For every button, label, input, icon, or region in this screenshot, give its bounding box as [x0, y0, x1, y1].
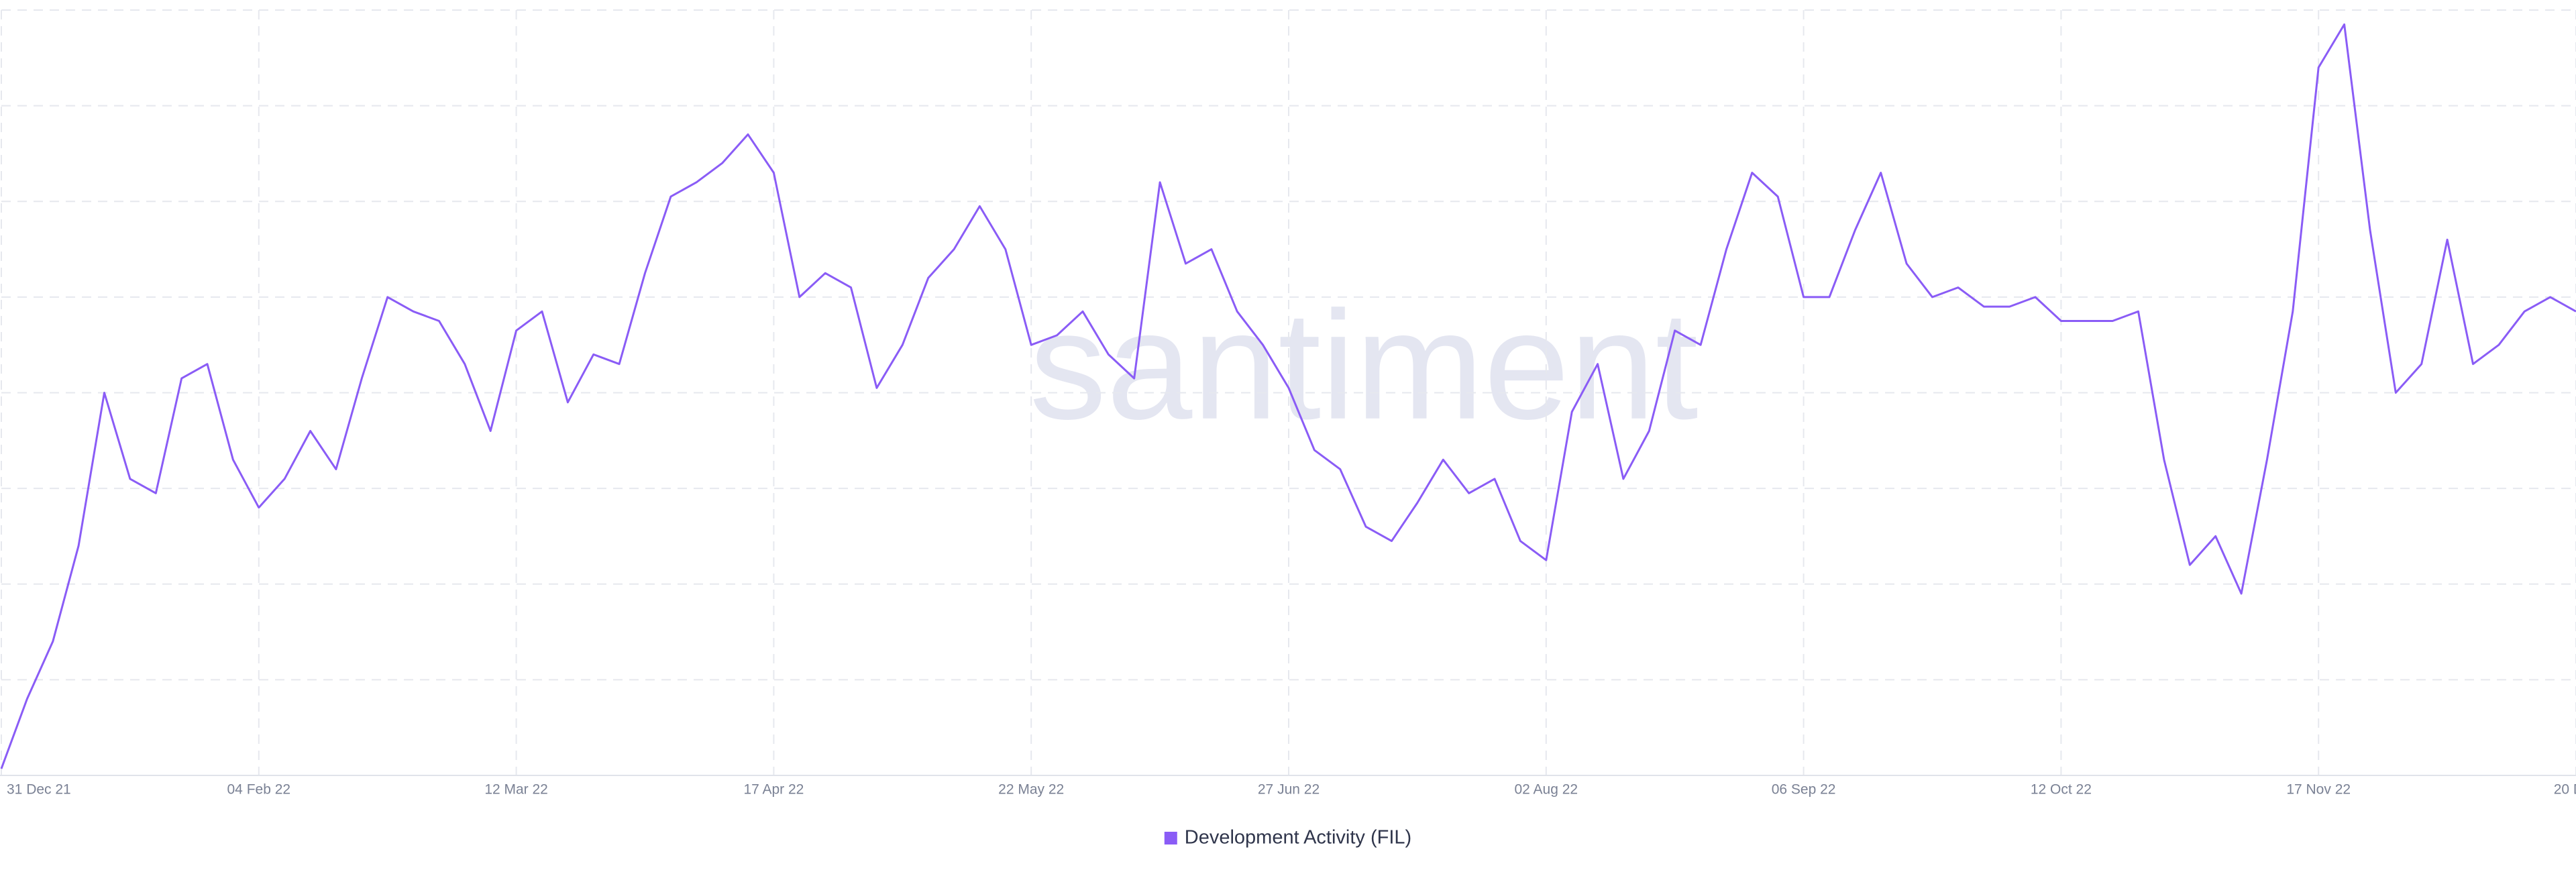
x-tick-label: 31 Dec 21	[7, 782, 71, 798]
x-tick-label: 27 Jun 22	[1258, 782, 1320, 798]
x-tick-label: 20 Dec	[2554, 782, 2576, 798]
x-tick-label: 02 Aug 22	[1515, 782, 1578, 798]
legend-swatch	[1164, 832, 1177, 844]
x-tick-label: 17 Apr 22	[743, 782, 804, 798]
x-tick-label: 22 May 22	[998, 782, 1064, 798]
watermark: santiment	[1029, 279, 1698, 451]
x-tick-label: 12 Oct 22	[2031, 782, 2092, 798]
x-tick-label: 06 Sep 22	[1772, 782, 1836, 798]
legend-label: Development Activity (FIL)	[1185, 827, 1411, 849]
x-tick-label: 12 Mar 22	[484, 782, 548, 798]
x-tick-label: 17 Nov 22	[2286, 782, 2351, 798]
x-tick-label: 04 Feb 22	[227, 782, 291, 798]
data-line	[0, 23, 2576, 769]
